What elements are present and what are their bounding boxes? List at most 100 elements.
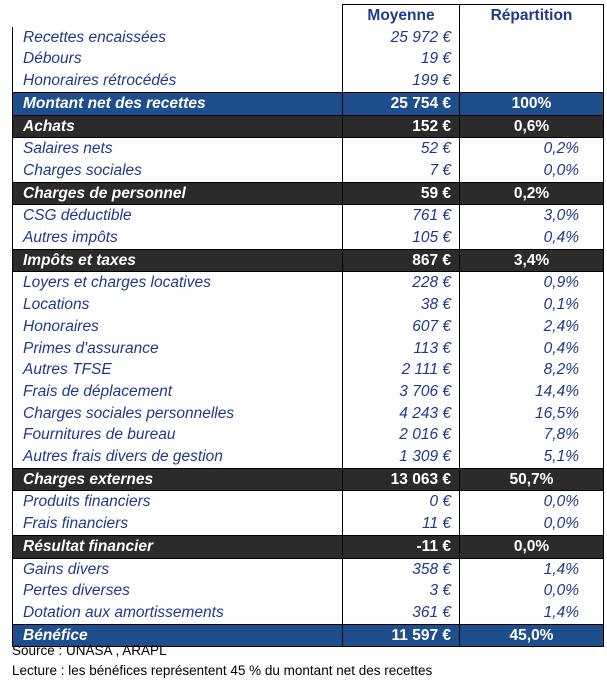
table-row-detail: Autres impôts 105 €0,4% [12, 227, 604, 250]
table-row-detail: CSG déductible 761 €3,0% [12, 204, 604, 228]
row-label: Montant net des recettes [12, 91, 343, 116]
row-share: 0,0% [459, 513, 604, 536]
table-header: Moyenne Répartition [12, 3, 604, 27]
header-average: Moyenne [342, 3, 460, 27]
row-label: Frais de déplacement [12, 380, 343, 403]
row-share: 0,1% [459, 294, 604, 316]
row-label: Charges externes [12, 467, 343, 492]
table-row-subtotal: Achats 152 €0,6% [12, 114, 604, 139]
table-row-total: Montant net des recettes 25 754 €100% [12, 91, 604, 116]
row-share: 14,4% [459, 380, 604, 403]
row-share: 0,9% [459, 271, 604, 295]
row-share: 3,4% [459, 248, 604, 273]
row-label: Gains divers [12, 558, 343, 581]
table-body: Recettes encaissées 25 972 € Débours 19 € Ho… [12, 26, 604, 648]
row-value: 761 € [342, 204, 460, 228]
row-label: Débours [12, 48, 343, 71]
table-row-detail: Loyers et charges locatives 228 €0,9% [12, 271, 604, 295]
row-share [459, 70, 604, 93]
row-share: 0,0% [459, 159, 604, 183]
row-value: 25 972 € [342, 26, 460, 49]
row-share: 0,2% [459, 181, 604, 206]
table-row-detail: Charges sociales personnelles 4 243 €16,5… [12, 402, 604, 425]
table-row-detail: Charges sociales 7 €0,0% [12, 159, 604, 183]
row-value: 4 243 € [342, 402, 460, 425]
row-label: Frais financiers [12, 513, 343, 536]
table-row-detail: Produits financiers 0 €0,0% [12, 490, 604, 514]
row-value: 52 € [342, 137, 460, 160]
row-value: 2 016 € [342, 424, 460, 447]
source-note: Source : UNASA , ARAPL [12, 643, 167, 658]
row-share: 2,4% [459, 315, 604, 338]
row-value: 38 € [342, 294, 460, 316]
row-share: 7,8% [459, 424, 604, 447]
row-label: Loyers et charges locatives [12, 271, 343, 295]
row-label: Fournitures de bureau [12, 424, 343, 447]
row-value: 19 € [342, 48, 460, 71]
row-label: Pertes diverses [12, 580, 343, 602]
row-share: 45,0% [459, 623, 604, 648]
row-share [459, 48, 604, 71]
table-row-subtotal: Charges de personnel 59 €0,2% [12, 181, 604, 206]
table-row-detail: Autres TFSE 2 111 €8,2% [12, 359, 604, 381]
reading-note: Lecture : les bénéfices représentent 45 … [12, 663, 433, 678]
table-row-detail: Primes d'assurance 113 €0,4% [12, 337, 604, 360]
row-value: 11 597 € [342, 623, 460, 648]
table-row-total: Bénéfice 11 597 €45,0% [12, 623, 604, 648]
row-value: 152 € [342, 114, 460, 139]
row-value: 13 063 € [342, 467, 460, 492]
row-value: 105 € [342, 227, 460, 250]
row-label: Autres TFSE [12, 359, 343, 381]
row-value: 867 € [342, 248, 460, 273]
row-share: 16,5% [459, 402, 604, 425]
row-label: Primes d'assurance [12, 337, 343, 360]
row-value: -11 € [342, 534, 460, 559]
row-label: Dotation aux amortissements [12, 601, 343, 625]
table-row-detail: Frais financiers 11 €0,0% [12, 513, 604, 536]
table-row-detail: Pertes diverses 3 €0,0% [12, 580, 604, 602]
table-row-detail: Honoraires 607 €2,4% [12, 315, 604, 338]
row-share: 0,2% [459, 137, 604, 160]
row-label: Bénéfice [12, 623, 343, 648]
row-share: 1,4% [459, 601, 604, 625]
table-row-detail: Débours 19 € [12, 48, 604, 71]
row-value: 7 € [342, 159, 460, 183]
row-share [459, 26, 604, 49]
row-share: 0,0% [459, 580, 604, 602]
row-label: Achats [12, 114, 343, 139]
row-value: 0 € [342, 490, 460, 514]
row-share: 0,0% [459, 534, 604, 559]
row-label: Autres frais divers de gestion [12, 446, 343, 469]
row-value: 25 754 € [342, 91, 460, 116]
table-row-detail: Frais de déplacement 3 706 €14,4% [12, 380, 604, 403]
row-label: Locations [12, 294, 343, 316]
row-share: 5,1% [459, 446, 604, 469]
table-row-subtotal: Résultat financier -11 €0,0% [12, 534, 604, 559]
row-value: 607 € [342, 315, 460, 338]
row-value: 113 € [342, 337, 460, 360]
row-label: Honoraires [12, 315, 343, 338]
row-value: 3 706 € [342, 380, 460, 403]
row-share: 50,7% [459, 467, 604, 492]
row-value: 199 € [342, 70, 460, 93]
row-share: 0,4% [459, 227, 604, 250]
row-label: Charges de personnel [12, 181, 343, 206]
row-share: 0,0% [459, 490, 604, 514]
table-row-subtotal: Charges externes 13 063 €50,7% [12, 467, 604, 492]
row-value: 358 € [342, 558, 460, 581]
row-label: Charges sociales personnelles [12, 402, 343, 425]
table-row-detail: Autres frais divers de gestion 1 309 €5,1… [12, 446, 604, 469]
row-label: Salaires nets [12, 137, 343, 160]
row-label: CSG déductible [12, 204, 343, 228]
header-blank-cell [12, 4, 343, 27]
row-value: 2 111 € [342, 359, 460, 381]
table-row-detail: Salaires nets 52 €0,2% [12, 137, 604, 160]
header-share: Répartition [459, 3, 604, 27]
row-value: 228 € [342, 271, 460, 295]
row-value: 59 € [342, 181, 460, 206]
table-row-subtotal: Impôts et taxes 867 €3,4% [12, 248, 604, 273]
income-statement-table: Moyenne Répartition Recettes encaissées 2… [12, 3, 604, 648]
row-label: Autres impôts [12, 227, 343, 250]
row-share: 8,2% [459, 359, 604, 381]
row-label: Honoraires rétrocédés [12, 70, 343, 93]
